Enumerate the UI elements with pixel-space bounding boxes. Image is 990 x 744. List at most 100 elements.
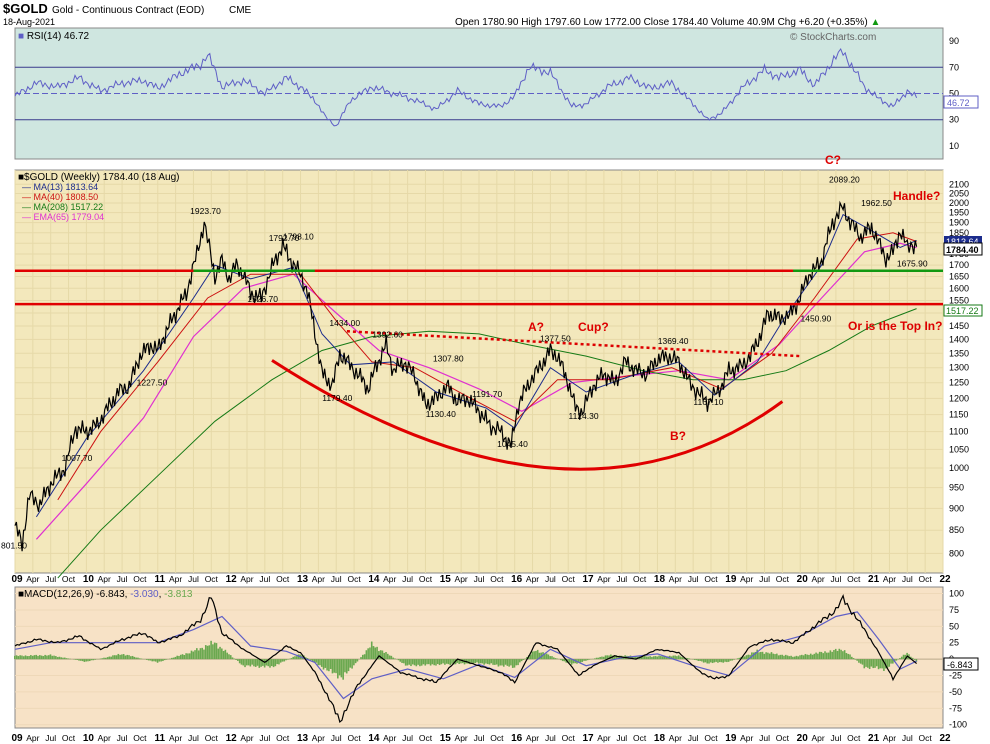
macd-hist-bar bbox=[544, 654, 546, 660]
macd-hist-bar bbox=[485, 659, 487, 664]
price-tick-800: 800 bbox=[949, 548, 964, 558]
macd-hist-bar bbox=[410, 659, 412, 667]
x-label-0-8: 11 bbox=[154, 574, 165, 585]
macd-hist-bar bbox=[304, 657, 307, 660]
macd-hist-bar bbox=[834, 648, 837, 660]
macd-hist-bar bbox=[192, 651, 195, 660]
macd-hist-bar bbox=[456, 659, 459, 663]
x-label-0-7: Oct bbox=[133, 574, 147, 584]
macd-hist-bar bbox=[294, 656, 296, 660]
macd-hist-bar bbox=[249, 659, 252, 667]
macd-hist-bar bbox=[372, 646, 375, 660]
macd-hist-bar bbox=[436, 659, 439, 664]
x-label-0-35: Oct bbox=[633, 574, 647, 584]
macd-hist-bar bbox=[374, 647, 377, 660]
macd-hist-bar bbox=[652, 656, 655, 660]
x-label-0-31: Oct bbox=[562, 574, 576, 584]
macd-hist-bar bbox=[94, 659, 96, 660]
macd-hist-bar bbox=[693, 659, 696, 660]
price-label-1: 801.50 bbox=[1, 541, 27, 551]
x-label-0-45: Apr bbox=[811, 574, 824, 584]
macd-hist-bar bbox=[362, 654, 364, 660]
macd-hist-bar bbox=[754, 651, 757, 660]
macd-hist-bar bbox=[561, 659, 564, 662]
macd-hist-bar bbox=[231, 657, 234, 660]
price-tick-2100: 2100 bbox=[949, 179, 969, 189]
macd-hist-bar bbox=[645, 656, 648, 660]
annotations: C? Handle? A? Cup? B? Or is the Top In? bbox=[528, 153, 942, 443]
macd-hist-bar bbox=[422, 659, 425, 665]
macd-hist-bar bbox=[196, 648, 198, 660]
macd-hist-bar bbox=[420, 659, 423, 666]
macd-hist-bar bbox=[119, 654, 121, 660]
macd-hist-bar bbox=[840, 649, 842, 660]
x-label-1-50: Jul bbox=[902, 733, 913, 743]
x-label-1-11: Oct bbox=[205, 733, 219, 743]
macd-hist-bar bbox=[149, 659, 152, 661]
macd-hist-bar bbox=[281, 659, 284, 662]
macd-hist-bar bbox=[201, 647, 203, 660]
macd-hist-bar bbox=[824, 651, 826, 660]
macd-hist-bar bbox=[583, 659, 585, 661]
macd-hist-bar bbox=[238, 659, 241, 664]
price-series--gold-weekly- bbox=[14, 200, 918, 552]
price-tick-1200: 1200 bbox=[949, 393, 969, 403]
macd-hist-bar bbox=[133, 656, 136, 660]
x-label-1-19: Oct bbox=[347, 733, 361, 743]
macd-hist-bar bbox=[545, 653, 548, 660]
macd-hist-bar bbox=[285, 659, 287, 661]
macd-hist-bar bbox=[845, 653, 848, 660]
macd-hist-bar bbox=[88, 659, 91, 662]
x-label-1-21: Apr bbox=[383, 733, 396, 743]
macd-hist-bar bbox=[535, 650, 537, 660]
macd-hist-bar bbox=[24, 655, 27, 660]
x-label-0-50: Jul bbox=[902, 574, 913, 584]
macd-hist-bar bbox=[80, 659, 82, 661]
macd-hist-bar bbox=[872, 659, 874, 669]
macd-hist-bar bbox=[563, 659, 566, 662]
macd-hist-bar bbox=[806, 654, 808, 660]
macd-hist-bar bbox=[37, 655, 39, 660]
macd-hist-bar bbox=[51, 655, 54, 660]
x-label-0-46: Jul bbox=[830, 574, 841, 584]
macd-hist-bar bbox=[212, 644, 214, 660]
legend-ema65: — EMA(65) 1779.04 bbox=[22, 212, 104, 222]
x-label-0-22: Jul bbox=[402, 574, 413, 584]
macd-hist-bar bbox=[426, 659, 428, 665]
macd-hist-bar bbox=[533, 651, 535, 660]
macd-hist-bar bbox=[856, 659, 858, 661]
macd-hist-bar bbox=[390, 655, 393, 660]
x-label-1-38: Jul bbox=[688, 733, 699, 743]
macd-hist-bar bbox=[197, 650, 200, 660]
macd-hist-bar bbox=[913, 659, 916, 660]
macd-hist-bar bbox=[888, 659, 891, 667]
macd-hist-bar bbox=[235, 659, 237, 660]
macd-hist-bar bbox=[128, 655, 130, 660]
macd-hist-bar bbox=[736, 658, 739, 660]
x-label-1-14: Jul bbox=[259, 733, 270, 743]
macd-hist-bar bbox=[233, 658, 236, 660]
price-label-16: 1369.40 bbox=[658, 336, 689, 346]
macd-hist-bar bbox=[458, 659, 460, 665]
macd-hist-bar bbox=[369, 647, 371, 660]
macd-hist-bar bbox=[313, 659, 316, 663]
macd-hist-bar bbox=[340, 659, 343, 678]
macd-hist-bar bbox=[35, 654, 38, 660]
macd-hist-bar bbox=[531, 651, 534, 660]
x-label-1-1: Apr bbox=[26, 733, 39, 743]
macd-hist-bar bbox=[367, 648, 369, 660]
x-label-1-37: Apr bbox=[669, 733, 682, 743]
macd-hist-bar bbox=[567, 659, 569, 663]
x-label-1-44: 20 bbox=[797, 733, 809, 744]
macd-hist-bar bbox=[262, 659, 264, 666]
macd-hist-bar bbox=[708, 659, 710, 664]
macd-hist-bar bbox=[49, 654, 52, 660]
macd-hist-bar bbox=[349, 659, 352, 668]
x-label-0-27: Oct bbox=[490, 574, 504, 584]
x-label-0-9: Apr bbox=[169, 574, 182, 584]
macd-hist-bar bbox=[661, 656, 664, 660]
macd-hist-bar bbox=[17, 656, 20, 660]
chart-header: $GOLD Gold - Continuous Contract (EOD) C… bbox=[3, 1, 880, 28]
macd-hist-bar bbox=[74, 659, 77, 660]
macd-hist-bar bbox=[859, 659, 862, 664]
